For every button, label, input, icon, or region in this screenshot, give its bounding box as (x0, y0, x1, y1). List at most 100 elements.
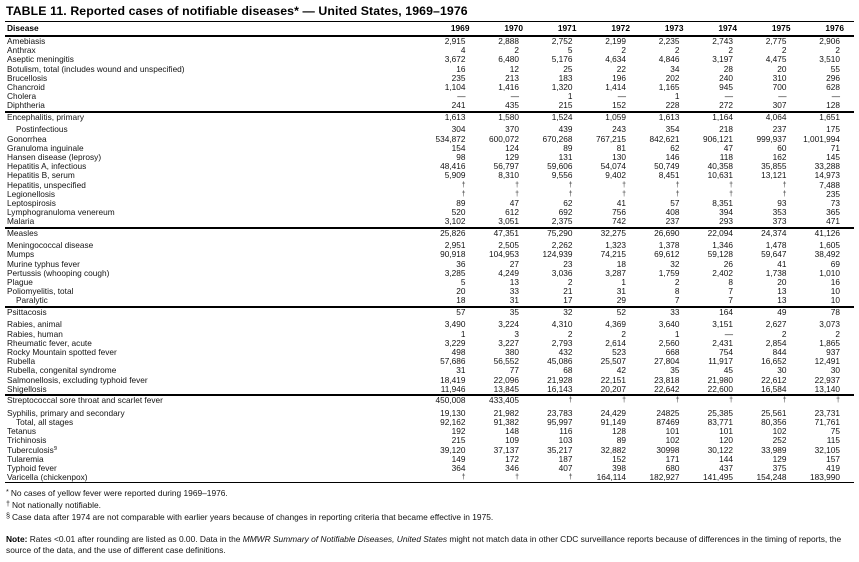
table-row: Murine typhus fever 36 27 23 18 32 26 41 69 (5, 258, 854, 269)
value-cell: † (782, 181, 787, 189)
value-cell: † (729, 397, 733, 405)
value-cell: † (622, 190, 626, 198)
table-header: Disease 1969 1970 1971 1972 1973 1974 1975 1976 (5, 21, 854, 37)
value-cell: 432 (558, 347, 573, 357)
table-row: Encephalitis, primary 1,613 1,580 1,524 1,05… (5, 112, 854, 126)
value-cell: † (675, 397, 680, 405)
disease-name: Measles (7, 227, 38, 238)
value-cell: 1,059 (605, 111, 626, 122)
value-cell: 1,323 (605, 240, 626, 251)
disease-name: Rubella, congenital syndrome (7, 366, 117, 376)
value-cell: 2 (781, 328, 787, 339)
table-row: Malaria 3,102 3,051 2,375 742 237 293 373 471 (5, 217, 854, 227)
value-cell: 145 (826, 151, 840, 162)
value-cell: 3,640 (658, 319, 680, 330)
footnote-text: No cases of yellow fever were reported d… (10, 488, 228, 499)
table-row: Hepatitis, unspecified † † † † † † † 7,488 (5, 179, 854, 190)
disease-name: Anthrax (7, 46, 36, 56)
value-cell: 182,927 (649, 472, 680, 483)
table-row: Rocky Mountain spotted fever 498 380 432 523… (5, 347, 854, 357)
value-cell: 38,492 (814, 249, 840, 260)
value-cell: 2 (835, 45, 840, 56)
value-cell: 742 (612, 216, 626, 227)
value-cell: 2,854 (765, 337, 787, 348)
disease-name: Hansen disease (leprosy) (7, 152, 102, 162)
value-cell: 3,510 (819, 54, 840, 65)
value-cell: 47,351 (493, 227, 519, 238)
value-cell: 8 (674, 286, 680, 297)
value-cell: 2,743 (712, 36, 733, 46)
value-cell: 1,414 (605, 82, 626, 93)
value-cell: 69,612 (654, 249, 680, 260)
value-cell: 937 (826, 347, 840, 357)
table-row: Rubella, congenital syndrome 31 77 68 42 35 45… (5, 366, 854, 375)
value-cell: 1,104 (444, 82, 466, 93)
value-cell: 756 (612, 207, 626, 218)
disease-name: Pertussis (whooping cough) (7, 268, 110, 278)
value-cell: † (461, 181, 466, 189)
value-cell: 69 (830, 258, 840, 269)
value-cell: 1,613 (658, 111, 680, 122)
table-row: Hansen disease (leprosy) 98 129 131 130 146 11… (5, 151, 854, 162)
value-cell: 87469 (656, 416, 680, 427)
value-cell: 91,149 (600, 416, 626, 427)
value-cell: 6,480 (498, 54, 519, 65)
value-cell: 24,429 (600, 407, 626, 418)
value-cell: 2,375 (551, 216, 573, 227)
value-cell: 600,072 (489, 133, 519, 144)
column-header-year: 1976 (800, 21, 854, 37)
disease-name: Gonorrhea (7, 134, 47, 144)
value-cell: 89 (456, 197, 466, 208)
disease-name: Rheumatic fever, acute (7, 338, 92, 348)
footnote-reference-marker: § (53, 445, 58, 451)
value-cell: 2 (621, 45, 626, 56)
value-cell: 304 (451, 124, 466, 135)
value-cell: 1,416 (498, 82, 519, 93)
table-row: Cholera — — 1 — 1 — — — (5, 92, 854, 101)
value-cell: 19,130 (440, 407, 466, 418)
value-cell: 24,374 (761, 227, 787, 238)
value-cell: 7,488 (819, 179, 840, 190)
table-row: Shigellosis 11,946 13,845 16,143 20,207 22,64… (5, 383, 854, 395)
value-cell: 310 (772, 72, 787, 83)
value-cell: 30 (777, 365, 787, 376)
value-cell: 45,086 (547, 356, 573, 367)
value-cell: 172 (505, 453, 519, 464)
value-cell: 20 (777, 63, 787, 74)
table-row: Tetanus 192 148 116 128 101 101 102 75 (5, 426, 854, 437)
value-cell: — (831, 91, 840, 102)
value-cell: 398 (612, 462, 626, 473)
value-cell: 22,612 (761, 374, 787, 385)
value-cell: 20 (456, 286, 466, 297)
value-cell: 148 (505, 426, 519, 437)
disease-name: Hepatitis, unspecified (7, 180, 86, 190)
value-cell: 196 (612, 72, 626, 83)
value-cell: 21,928 (547, 374, 573, 385)
disease-name: Rocky Mountain spotted fever (7, 348, 117, 357)
table-row: Tularemia 149 172 187 152 171 144 129 157 (5, 453, 854, 464)
value-cell: 534,872 (435, 133, 466, 144)
value-cell: 3,285 (444, 267, 466, 278)
value-cell: 57 (670, 197, 680, 208)
table-row: Hepatitis B, serum 5,909 8,310 9,556 9,402 8,… (5, 171, 854, 180)
disease-name: Shigellosis (7, 384, 47, 394)
value-cell: 354 (665, 124, 680, 135)
disease-name: Salmonellosis, excluding typhoid fever (7, 375, 148, 385)
disease-name: Total, all stages (16, 417, 74, 427)
table-row: Gonorrhea 534,872 600,072 670,268 767,215 842… (5, 133, 854, 144)
value-cell: 2,431 (712, 337, 733, 348)
note-journal-title: MMWR Summary of Notifiable Diseases, Uni… (242, 534, 448, 545)
value-cell: 670,268 (542, 133, 573, 144)
value-cell: 131 (558, 151, 573, 162)
value-cell: 29 (616, 295, 626, 306)
value-cell: 2,888 (498, 36, 519, 46)
value-cell: 10 (830, 295, 840, 306)
value-cell: 59,128 (707, 249, 733, 260)
value-cell: 34 (670, 63, 680, 74)
value-cell: 20,207 (600, 383, 626, 394)
value-cell: 39,120 (440, 444, 466, 455)
column-header-year: 1974 (693, 21, 747, 37)
value-cell: 2 (567, 277, 573, 288)
value-cell: 8,351 (712, 197, 733, 208)
disease-name: Paralytic (16, 296, 48, 306)
